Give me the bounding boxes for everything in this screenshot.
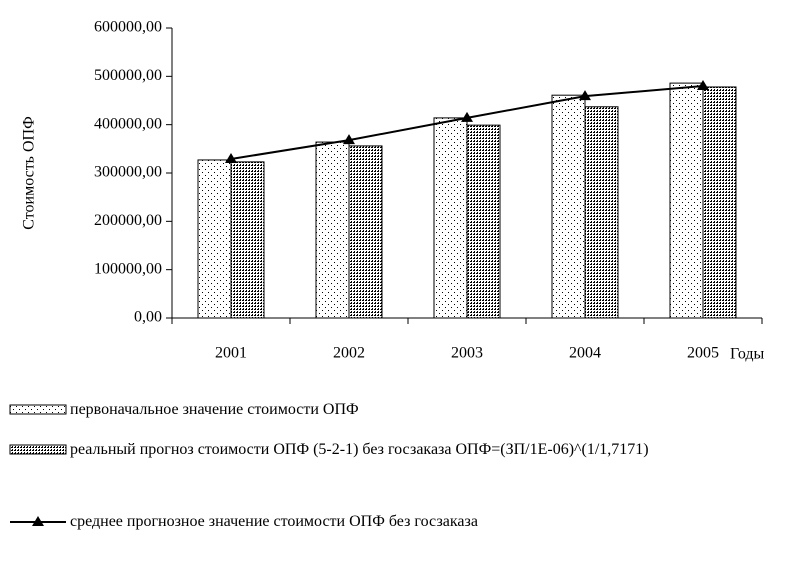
x-tick-label: 2004 [569,345,601,362]
bar [466,124,501,319]
bar [230,161,265,319]
y-axis-label: Стоимость ОПФ [21,116,38,229]
legend-label: реальный прогноз стоимости ОПФ (5-2-1) б… [70,441,649,458]
legend-entry: первоначальное значение стоимости ОПФ [70,401,359,418]
x-axis-label: Годы [730,346,765,363]
marker [579,90,591,101]
legend-marker [32,516,44,526]
y-tick-label: 300000,00 [94,164,162,181]
legend-label: первоначальное значение стоимости ОПФ [70,401,359,418]
bar [315,141,350,319]
y-tick-label: 0,00 [134,309,162,326]
bar [551,94,586,319]
y-tick-label: 400000,00 [94,115,162,132]
legend-entry: реальный прогноз стоимости ОПФ (5-2-1) б… [70,441,649,458]
bar [348,145,383,319]
y-tick-label: 500000,00 [94,67,162,84]
marker [697,80,709,90]
legend-entry: среднее прогнозное значение стоимости ОП… [70,513,478,530]
bar [669,82,704,319]
legend-label: среднее прогнозное значение стоимости ОП… [70,513,478,530]
legend-swatch [9,444,67,455]
marker [343,134,355,145]
bar [197,159,232,319]
bar [702,86,737,319]
y-tick-label: 100000,00 [94,260,162,277]
marker [461,111,473,122]
x-tick-label: 2003 [451,345,483,362]
x-tick-label: 2005 [687,345,719,362]
bar [433,117,468,319]
y-tick-label: 600000,00 [94,19,162,36]
legend-swatch [9,404,67,415]
y-tick-label: 200000,00 [94,212,162,229]
x-tick-label: 2002 [333,345,365,362]
x-tick-label: 2001 [215,345,247,362]
marker [225,152,237,163]
bar [584,106,619,319]
